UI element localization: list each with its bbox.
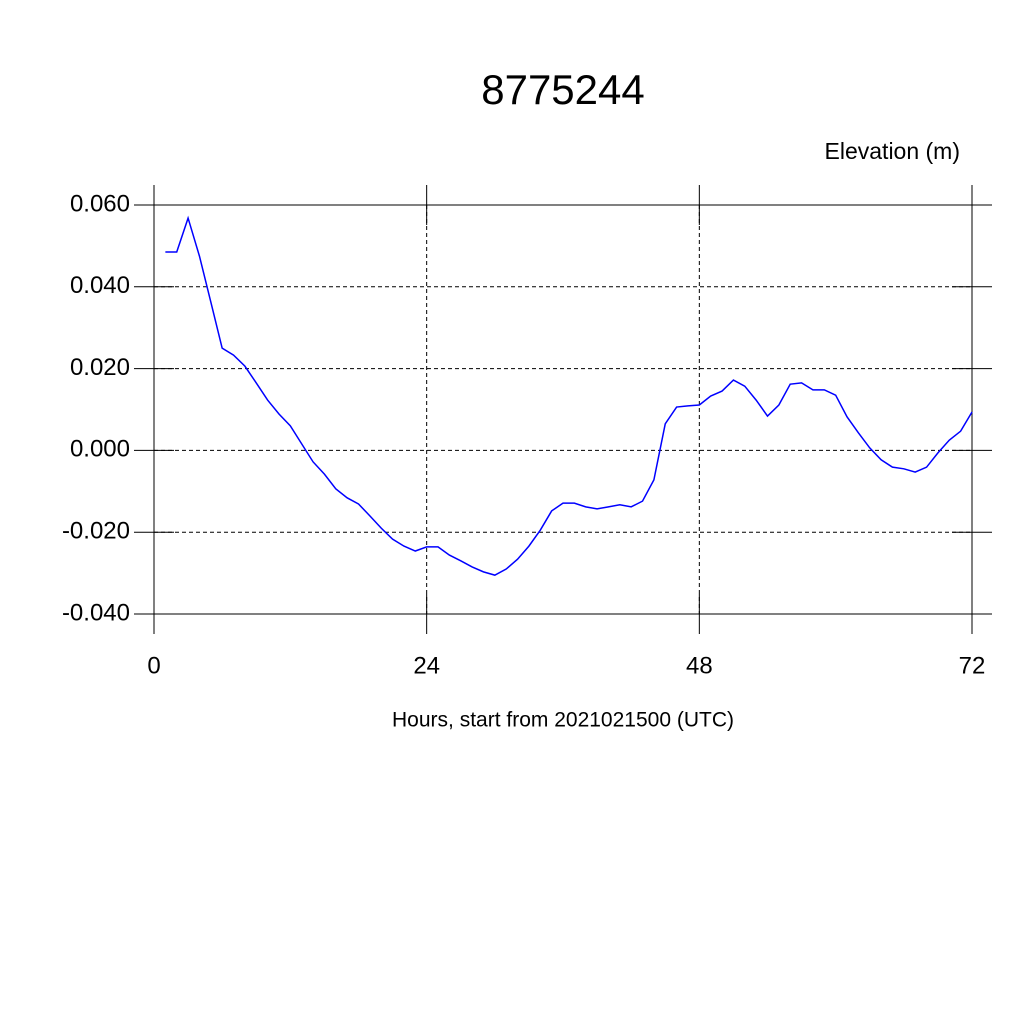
y-tick-label: 0.020 (70, 354, 130, 381)
line-series (165, 215, 973, 576)
y-tick-label: -0.040 (62, 599, 130, 626)
y-tick-label: 0.060 (70, 190, 130, 217)
x-tick-label: 0 (147, 652, 160, 679)
x-axis-label: Hours, start from 2021021500 (UTC) (392, 709, 734, 732)
y-tick-label: -0.020 (62, 518, 130, 545)
y-tick-label: 0.000 (70, 436, 130, 463)
x-tick-label: 48 (686, 652, 713, 679)
y-axis-label: Elevation (m) (825, 138, 960, 164)
chart-title: 8775244 (481, 66, 645, 113)
x-tick-label: 72 (959, 652, 986, 679)
x-tick-label: 24 (413, 652, 440, 679)
y-tick-label: 0.040 (70, 272, 130, 299)
